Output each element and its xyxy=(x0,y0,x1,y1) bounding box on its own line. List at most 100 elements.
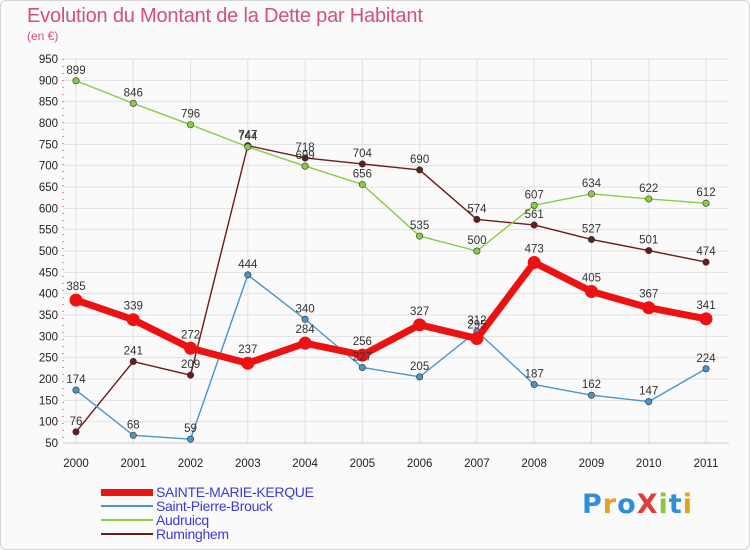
series-line-audruicq xyxy=(75,80,707,252)
data-label-saint-pierre-brouck: 444 xyxy=(238,259,258,271)
x-tick-label: 2011 xyxy=(694,458,719,470)
data-label-saint-pierre-brouck: 312 xyxy=(467,315,486,327)
data-point-sainte-marie-kerque xyxy=(69,293,83,307)
data-label-saint-pierre-brouck: 227 xyxy=(353,351,372,363)
data-point-saint-pierre-brouck xyxy=(187,435,195,443)
data-label-saint-pierre-brouck: 59 xyxy=(184,423,197,435)
data-point-saint-pierre-brouck xyxy=(72,386,80,394)
legend-item-saint-pierre-brouck: Saint-Pierre-Brouck xyxy=(101,499,314,513)
data-point-ruminghem xyxy=(129,358,137,366)
data-point-saint-pierre-brouck xyxy=(416,373,424,381)
data-label-saint-pierre-brouck: 340 xyxy=(295,303,314,315)
axes: 50 100 150 200 250 300 350 400 450 500 550 600 650 70… xyxy=(39,54,729,470)
x-tick-label: 2006 xyxy=(407,458,433,470)
data-point-saint-pierre-brouck xyxy=(587,391,595,399)
data-label-ruminghem: 718 xyxy=(295,142,314,154)
y-tick-label: 250 xyxy=(39,353,58,365)
data-label-audruicq: 899 xyxy=(66,65,85,77)
data-label-saint-pierre-brouck: 68 xyxy=(127,419,140,431)
data-label-sainte-marie-kerque: 256 xyxy=(353,336,372,348)
data-label-saint-pierre-brouck: 174 xyxy=(66,374,86,386)
data-label-audruicq: 622 xyxy=(639,183,658,195)
data-label-sainte-marie-kerque: 327 xyxy=(410,306,429,318)
data-point-ruminghem xyxy=(416,166,424,174)
x-tick-label: 2010 xyxy=(636,458,662,470)
data-label-ruminghem: 561 xyxy=(525,209,544,221)
data-point-sainte-marie-kerque xyxy=(126,313,140,327)
data-point-sainte-marie-kerque xyxy=(241,356,255,370)
data-label-sainte-marie-kerque: 295 xyxy=(467,319,486,331)
data-point-ruminghem xyxy=(473,215,481,223)
data-label-audruicq: 634 xyxy=(582,178,602,190)
data-label-ruminghem: 704 xyxy=(353,148,373,160)
legend-swatch xyxy=(101,505,153,507)
data-point-ruminghem xyxy=(72,428,80,436)
data-labels: 76 241 209 747 718 704 690 574 561 527 501 474 899 84… xyxy=(66,65,716,435)
gridlines xyxy=(63,58,729,444)
data-label-ruminghem: 241 xyxy=(124,346,143,358)
legend-item-ruminghem: Ruminghem xyxy=(101,527,314,541)
data-point-sainte-marie-kerque xyxy=(298,336,312,350)
legend-label: Audruicq xyxy=(156,512,209,528)
series-line-ruminghem xyxy=(75,144,707,433)
data-label-ruminghem: 747 xyxy=(238,130,257,142)
data-point-audruicq xyxy=(587,190,595,198)
data-label-audruicq: 500 xyxy=(467,235,486,247)
data-point-sainte-marie-kerque xyxy=(642,301,656,315)
data-point-audruicq xyxy=(645,195,653,203)
data-label-audruicq: 656 xyxy=(353,168,372,180)
x-tick-label: 2009 xyxy=(579,458,605,470)
data-label-ruminghem: 501 xyxy=(639,235,658,247)
x-tick-label: 2008 xyxy=(521,458,547,470)
y-tick-label: 400 xyxy=(39,289,58,301)
data-point-ruminghem xyxy=(702,258,710,266)
legend-swatch xyxy=(101,519,153,521)
data-label-ruminghem: 690 xyxy=(410,154,429,166)
y-tick-label: 850 xyxy=(39,97,58,109)
data-label-saint-pierre-brouck: 224 xyxy=(696,353,716,365)
data-label-ruminghem: 527 xyxy=(582,223,601,235)
data-point-saint-pierre-brouck xyxy=(244,271,252,279)
data-label-sainte-marie-kerque: 385 xyxy=(66,281,85,293)
chart-title: Evolution du Montant de la Dette par Hab… xyxy=(27,5,423,27)
data-point-saint-pierre-brouck xyxy=(645,398,653,406)
logo-letter: r xyxy=(602,489,618,520)
logo-letter: i xyxy=(682,489,693,520)
y-tick-label: 750 xyxy=(39,139,58,151)
y-tick-label: 200 xyxy=(39,374,58,386)
y-tick-label: 900 xyxy=(39,75,58,87)
y-tick-label: 100 xyxy=(39,417,58,429)
data-point-sainte-marie-kerque xyxy=(699,312,713,326)
y-tick-label: 700 xyxy=(39,161,58,173)
y-tick-label: 800 xyxy=(39,118,58,130)
data-point-sainte-marie-kerque xyxy=(584,285,598,299)
x-tick-label: 2007 xyxy=(464,458,490,470)
data-point-saint-pierre-brouck xyxy=(530,381,538,389)
data-point-audruicq xyxy=(530,201,538,209)
x-tick-label: 2004 xyxy=(292,458,318,470)
data-label-audruicq: 846 xyxy=(124,87,143,99)
data-point-ruminghem xyxy=(587,235,595,243)
data-point-ruminghem xyxy=(187,371,195,379)
data-point-audruicq xyxy=(358,180,366,188)
y-tick-label: 650 xyxy=(39,182,58,194)
y-tick-label: 450 xyxy=(39,267,58,279)
data-label-ruminghem: 76 xyxy=(70,416,83,428)
data-point-saint-pierre-brouck xyxy=(702,365,710,373)
x-tick-label: 2001 xyxy=(120,458,146,470)
data-point-audruicq xyxy=(187,121,195,129)
y-tick-label: 500 xyxy=(39,246,58,258)
legend-swatch xyxy=(101,533,153,535)
y-tick-label: 600 xyxy=(39,203,58,215)
data-point-saint-pierre-brouck xyxy=(358,363,366,371)
series-line-sainte-marie-kerque xyxy=(72,259,710,367)
data-label-sainte-marie-kerque: 272 xyxy=(181,329,200,341)
x-tick-label: 2000 xyxy=(63,458,89,470)
legend-swatch xyxy=(101,488,153,496)
data-label-saint-pierre-brouck: 162 xyxy=(582,379,601,391)
data-label-sainte-marie-kerque: 339 xyxy=(124,301,143,313)
data-label-sainte-marie-kerque: 405 xyxy=(582,273,601,285)
legend-label: SAINTE-MARIE-KERQUE xyxy=(156,484,314,500)
